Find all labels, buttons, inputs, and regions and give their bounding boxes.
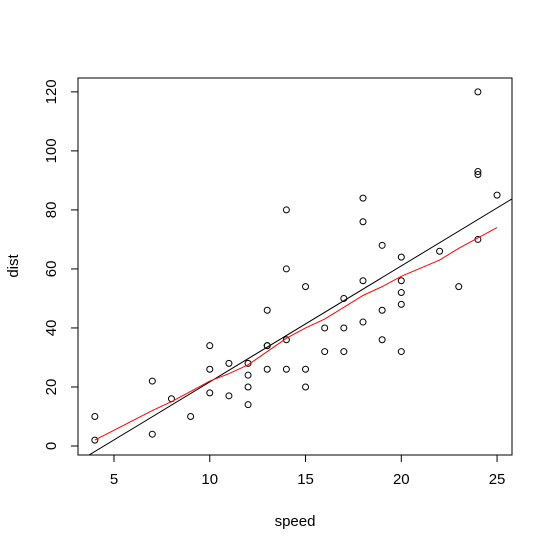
regression-line	[88, 198, 512, 455]
y-tick-label: 60	[43, 261, 60, 278]
x-tick-label: 5	[110, 471, 118, 488]
point	[206, 389, 214, 397]
point	[91, 412, 99, 420]
point	[359, 218, 367, 226]
point	[206, 365, 214, 373]
x-axis-label: speed	[275, 513, 316, 530]
point	[302, 283, 310, 291]
point	[244, 383, 252, 391]
point	[397, 253, 405, 261]
point	[148, 377, 156, 385]
plot-frame	[77, 77, 513, 456]
y-tick-label: 0	[43, 442, 60, 450]
point	[493, 191, 501, 199]
y-tick-label: 20	[43, 379, 60, 396]
point	[263, 306, 271, 314]
point	[455, 283, 463, 291]
point	[474, 171, 482, 179]
point	[244, 401, 252, 409]
point	[263, 365, 271, 373]
x-tick-label: 10	[201, 471, 218, 488]
y-tick-label: 40	[43, 320, 60, 337]
point	[225, 359, 233, 367]
point	[474, 168, 482, 176]
point	[378, 241, 386, 249]
point	[340, 324, 348, 332]
point	[359, 194, 367, 202]
point	[282, 265, 290, 273]
x-tick-label: 20	[393, 471, 410, 488]
point	[282, 206, 290, 214]
point	[282, 365, 290, 373]
point	[321, 324, 329, 332]
point	[340, 348, 348, 356]
x-tick-label: 25	[489, 471, 506, 488]
point	[378, 336, 386, 344]
y-axis-label: dist	[5, 253, 22, 277]
point	[378, 306, 386, 314]
point	[91, 436, 99, 444]
point	[397, 277, 405, 285]
point	[436, 247, 444, 255]
smooth-line	[94, 227, 498, 441]
y-tick-label: 100	[43, 138, 60, 163]
y-tick-label: 120	[43, 79, 60, 104]
x-tick-label: 15	[297, 471, 314, 488]
point	[206, 342, 214, 350]
point	[225, 392, 233, 400]
y-tick-label: 80	[43, 202, 60, 219]
point	[359, 318, 367, 326]
point	[474, 88, 482, 96]
point	[397, 289, 405, 297]
point	[302, 383, 310, 391]
point	[397, 348, 405, 356]
point	[397, 300, 405, 308]
point	[148, 430, 156, 438]
point	[359, 277, 367, 285]
point	[187, 412, 195, 420]
point	[321, 348, 329, 356]
point	[244, 371, 252, 379]
point	[302, 365, 310, 373]
